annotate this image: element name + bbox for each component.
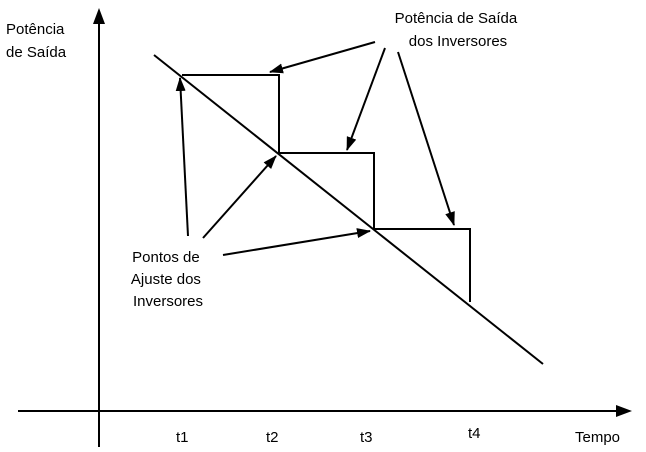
tick-label-t4: t4 bbox=[468, 425, 481, 442]
output-power-arrow-1 bbox=[269, 41, 376, 74]
x-axis-arrowhead bbox=[616, 405, 632, 417]
y-axis-label: Potência de Saída bbox=[6, 21, 69, 61]
inverter-output-staircase bbox=[182, 74, 471, 302]
set-point-arrow-2 bbox=[202, 155, 277, 239]
tick-label-t2: t2 bbox=[266, 429, 279, 446]
set-point-arrow-3 bbox=[222, 228, 371, 256]
set-points-annotation: Pontos de Ajuste dos Inversores bbox=[131, 249, 205, 310]
output-power-arrow-3 bbox=[397, 51, 455, 226]
available-power-line bbox=[153, 54, 544, 365]
tick-label-t3: t3 bbox=[360, 429, 373, 446]
output-power-arrow-2 bbox=[346, 47, 386, 151]
x-axis-label: Tempo bbox=[575, 429, 620, 446]
output-power-annotation: Potência de Saída dos Inversores bbox=[395, 10, 522, 50]
tick-label-t1: t1 bbox=[176, 429, 189, 446]
set-point-arrow-1 bbox=[175, 77, 189, 237]
y-axis-arrowhead bbox=[93, 8, 105, 24]
